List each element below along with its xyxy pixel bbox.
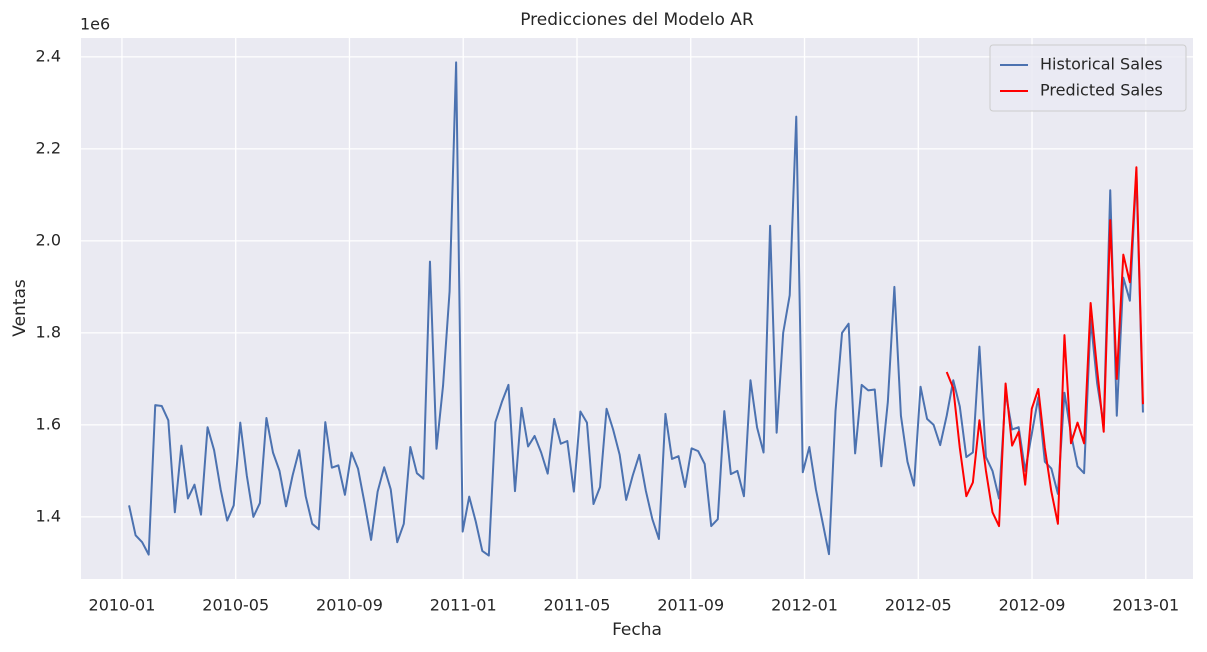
chart-title: Predicciones del Modelo AR (520, 10, 754, 30)
x-tick-label: 2012-05 (885, 596, 952, 615)
x-tick-label: 2011-01 (430, 596, 497, 615)
plot-area (81, 38, 1193, 579)
x-tick-label: 2012-01 (771, 596, 838, 615)
y-axis-label: Ventas (10, 279, 30, 337)
y-tick-label: 2.4 (36, 46, 61, 65)
y-tick-label: 1.6 (36, 414, 61, 433)
x-axis-label: Fecha (612, 620, 662, 640)
y-tick-label: 2.0 (36, 230, 61, 249)
series-line (945, 166, 1144, 528)
y-tick-label: 2.2 (36, 138, 61, 157)
y-tick-label: 1.8 (36, 322, 61, 341)
x-tick-label: 2010-05 (202, 596, 269, 615)
lines (128, 61, 1144, 557)
y-tick-label: 1.4 (36, 506, 61, 525)
legend: Historical Sales Predicted Sales (989, 44, 1187, 112)
x-tick-label: 2011-05 (544, 596, 611, 615)
x-tick-label: 2012-09 (999, 596, 1066, 615)
y-offset-label: 1e6 (80, 15, 110, 34)
x-tick-label: 2013-01 (1112, 596, 1179, 615)
legend-label: Predicted Sales (1040, 81, 1163, 100)
x-tick-label: 2011-09 (657, 596, 724, 615)
series-line (128, 61, 1144, 557)
x-tick-label: 2010-01 (89, 596, 156, 615)
legend-box (989, 44, 1187, 112)
legend-label: Historical Sales (1040, 55, 1163, 74)
x-tick-label: 2010-09 (316, 596, 383, 615)
grid (81, 38, 1193, 579)
